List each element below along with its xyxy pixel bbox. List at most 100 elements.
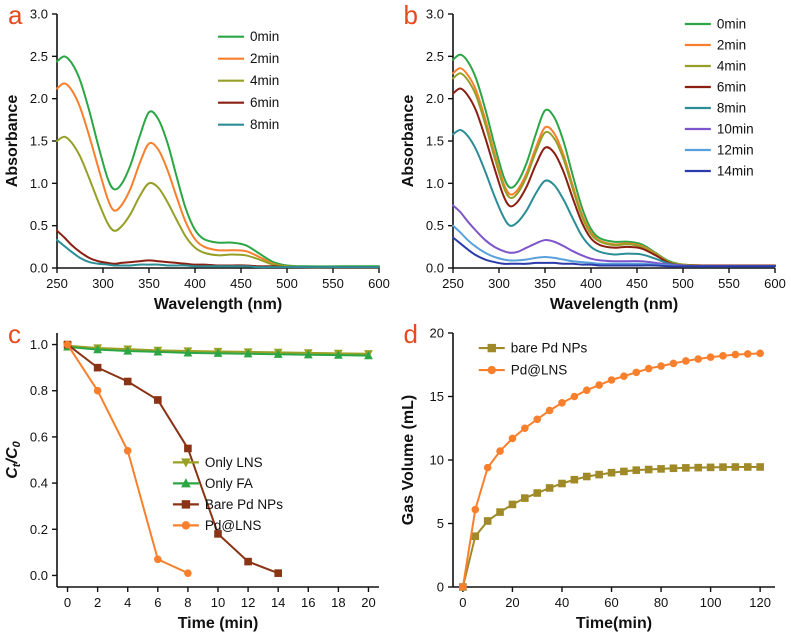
svg-text:8: 8: [184, 595, 191, 610]
svg-text:100: 100: [699, 595, 721, 610]
svg-text:10min: 10min: [716, 122, 753, 137]
svg-text:20: 20: [361, 595, 375, 610]
legend: 0min 2min 4min 6min 8min: [218, 29, 279, 132]
svg-text:Wavelength (nm): Wavelength (nm): [154, 296, 282, 313]
panel-a: a 250 300 350 400 450 500 550 600 0.0 0.5 1.0 1.5 2.…: [0, 0, 396, 319]
svg-text:6min: 6min: [250, 95, 279, 110]
svg-text:3.0: 3.0: [425, 7, 443, 22]
svg-text:5: 5: [436, 516, 443, 531]
svg-text:14: 14: [271, 595, 285, 610]
panel-label-d: d: [403, 319, 418, 349]
ticks: [447, 13, 776, 273]
svg-text:600: 600: [368, 276, 390, 291]
svg-text:2min: 2min: [250, 51, 279, 66]
svg-text:15: 15: [429, 389, 443, 404]
svg-text:bare Pd NPs: bare Pd NPs: [510, 341, 587, 356]
ticks: [52, 13, 380, 273]
svg-text:10: 10: [429, 453, 443, 468]
svg-text:16: 16: [301, 595, 315, 610]
svg-text:20: 20: [429, 326, 443, 341]
legend: 0min 2min 4min 6min 8min 10min 12min 14min: [684, 17, 753, 179]
svg-text:0: 0: [436, 580, 443, 595]
svg-text:Pd@LNS: Pd@LNS: [510, 363, 566, 378]
svg-text:Absorbance: Absorbance: [400, 95, 417, 188]
svg-text:Only FA: Only FA: [205, 476, 253, 491]
svg-text:0.2: 0.2: [30, 522, 48, 537]
svg-text:2.0: 2.0: [425, 91, 443, 106]
svg-text:8min: 8min: [250, 117, 279, 132]
svg-text:550: 550: [322, 276, 344, 291]
series-group: [451, 53, 776, 268]
series-line: [451, 128, 776, 268]
series-group: [63, 340, 373, 577]
series-line: [461, 465, 761, 588]
axes: [56, 14, 379, 269]
svg-text:Wavelength (nm): Wavelength (nm): [549, 296, 677, 313]
svg-text:10: 10: [211, 595, 225, 610]
svg-text:500: 500: [672, 276, 694, 291]
svg-text:500: 500: [276, 276, 298, 291]
svg-text:2.5: 2.5: [425, 49, 443, 64]
svg-text:40: 40: [554, 595, 568, 610]
svg-text:1.0: 1.0: [30, 337, 48, 352]
chart-a: 250 300 350 400 450 500 550 600 0.0 0.5 1.0 1.5 2.0 2…: [4, 7, 390, 314]
svg-text:8min: 8min: [716, 101, 745, 116]
svg-text:Time(min): Time(min): [575, 615, 651, 632]
svg-text:3.0: 3.0: [30, 7, 48, 22]
series-line: [56, 239, 380, 269]
svg-text:0.0: 0.0: [425, 261, 443, 276]
svg-text:4min: 4min: [716, 59, 745, 74]
svg-text:1.5: 1.5: [425, 134, 443, 149]
svg-text:2min: 2min: [716, 38, 745, 53]
svg-text:600: 600: [764, 276, 786, 291]
svg-text:12: 12: [241, 595, 255, 610]
legend: Only LNS Only FA Bare Pd NPs Pd@LNS: [172, 455, 283, 533]
svg-text:Bare Pd NPs: Bare Pd NPs: [205, 497, 283, 512]
svg-text:0.8: 0.8: [30, 383, 48, 398]
svg-text:2.5: 2.5: [30, 49, 48, 64]
series-line: [66, 343, 280, 575]
svg-text:1.0: 1.0: [30, 176, 48, 191]
svg-text:120: 120: [749, 595, 771, 610]
series-line: [451, 236, 776, 268]
svg-text:14min: 14min: [716, 164, 753, 179]
svg-text:1.0: 1.0: [425, 176, 443, 191]
svg-text:6min: 6min: [716, 80, 745, 95]
svg-text:0min: 0min: [716, 17, 745, 32]
svg-text:Gas Volume (mL): Gas Volume (mL): [400, 395, 417, 525]
series-line: [56, 229, 380, 269]
legend: bare Pd NPs Pd@LNS: [478, 341, 587, 378]
svg-text:0.5: 0.5: [425, 218, 443, 233]
series-group: [458, 349, 764, 591]
svg-text:300: 300: [488, 276, 510, 291]
panel-label-b: b: [403, 0, 418, 30]
series-group: [56, 55, 380, 269]
svg-text:0: 0: [64, 595, 71, 610]
chart-b: 250 300 350 400 450 500 550 600 0.0 0.5 1.0 1.5 2.0 2…: [400, 7, 786, 314]
svg-text:400: 400: [184, 276, 206, 291]
svg-text:450: 450: [626, 276, 648, 291]
svg-text:Only LNS: Only LNS: [205, 455, 263, 470]
svg-text:2: 2: [94, 595, 101, 610]
svg-text:80: 80: [653, 595, 667, 610]
svg-text:0.5: 0.5: [30, 218, 48, 233]
panel-label-a: a: [8, 0, 23, 30]
svg-text:12min: 12min: [716, 143, 753, 158]
series-line: [451, 204, 776, 268]
series-line: [56, 135, 380, 269]
svg-text:2.0: 2.0: [30, 91, 48, 106]
svg-text:450: 450: [230, 276, 252, 291]
svg-text:4: 4: [124, 595, 131, 610]
svg-text:Time (min): Time (min): [178, 615, 259, 632]
panel-d: d 0 20 40 60 80 100 120 0 5 10 15 20 Time(min) Gas Vo…: [396, 319, 791, 638]
panel-b: b 250 300 350 400 450 500 550 600 0.0 0.5 1.0 1.5 2.…: [396, 0, 791, 319]
svg-text:60: 60: [604, 595, 618, 610]
svg-text:0min: 0min: [250, 29, 279, 44]
svg-text:Absorbance: Absorbance: [4, 95, 21, 188]
svg-text:0.0: 0.0: [30, 261, 48, 276]
svg-text:20: 20: [505, 595, 519, 610]
panel-c: c 0 2 4 6 8 10 12 14 16 18 20 0.0 0.2 0.4 0.6 0.8 1.0 Tim…: [0, 319, 396, 638]
svg-text:250: 250: [442, 276, 464, 291]
svg-text:350: 350: [138, 276, 160, 291]
